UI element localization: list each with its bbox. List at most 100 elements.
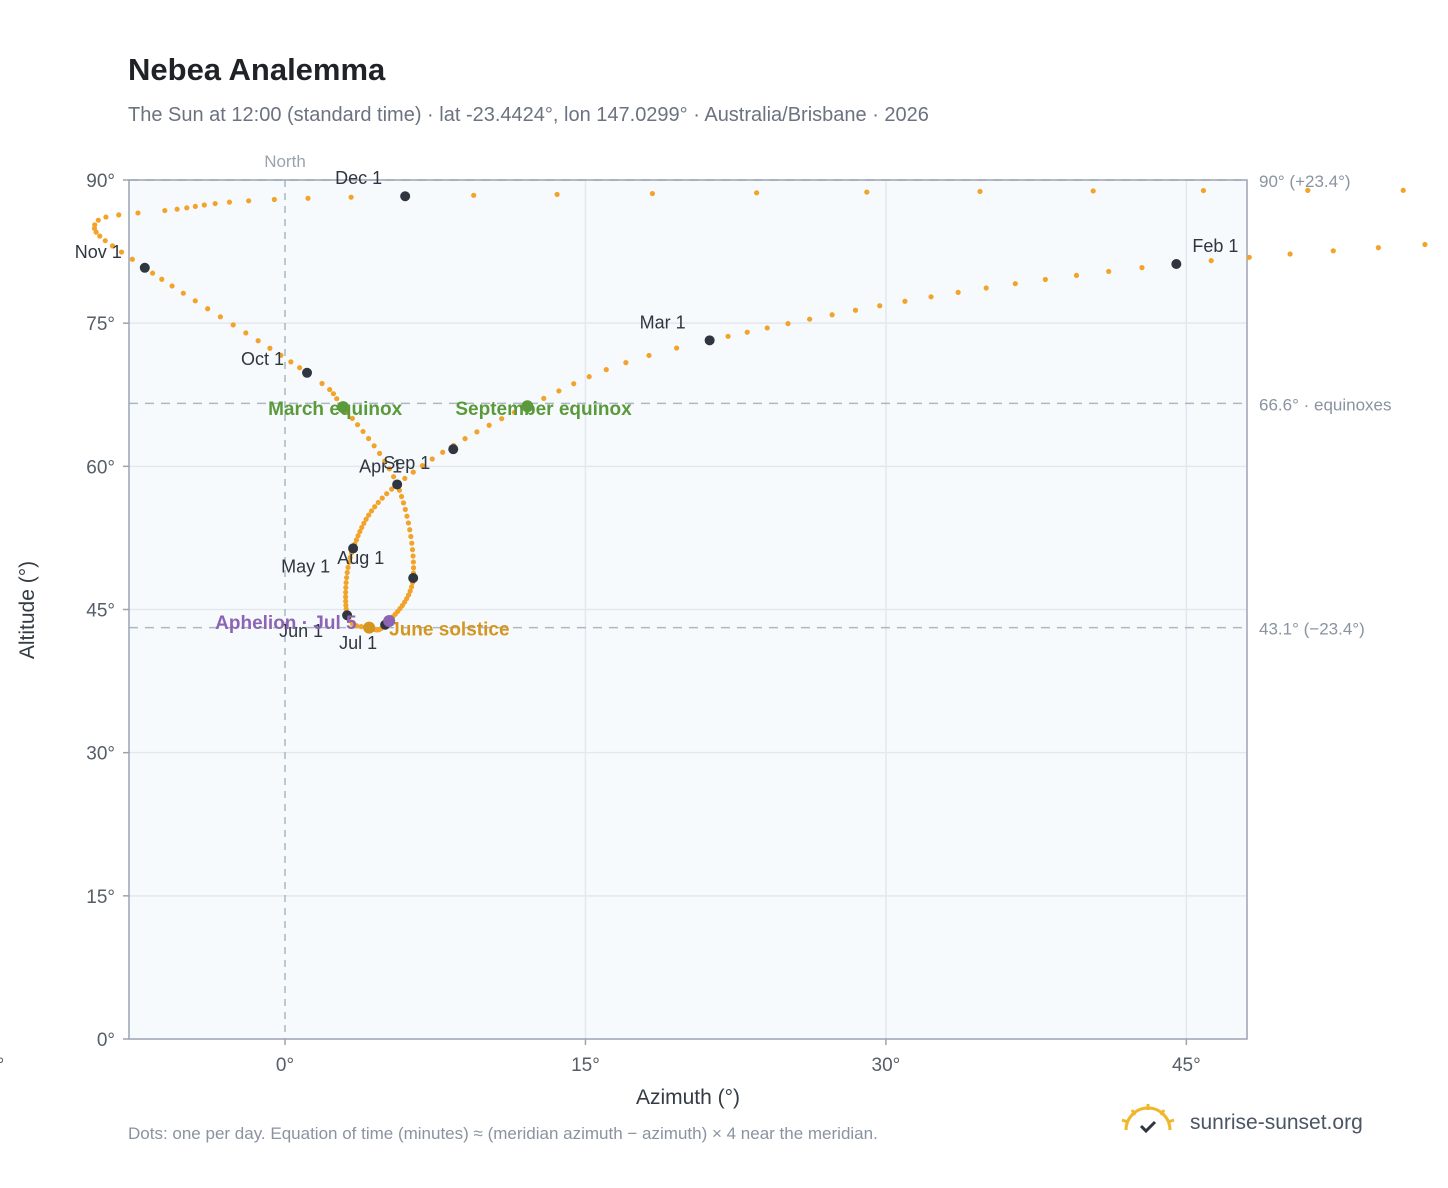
day-dot bbox=[371, 443, 377, 449]
day-dot bbox=[363, 516, 369, 522]
day-dot bbox=[95, 217, 101, 223]
day-dot bbox=[400, 500, 407, 506]
brand[interactable]: sunrise-sunset.org bbox=[1120, 1102, 1390, 1146]
event-marker bbox=[337, 401, 350, 414]
day-dot bbox=[330, 391, 337, 397]
month-label: Jul 1 bbox=[339, 633, 377, 653]
month-marker bbox=[139, 262, 150, 273]
day-dot bbox=[344, 569, 350, 576]
day-dot bbox=[118, 249, 125, 255]
chart-title: Nebea Analemma bbox=[128, 52, 386, 87]
month-label: Mar 1 bbox=[640, 312, 686, 332]
day-dot bbox=[977, 188, 983, 195]
sun-logo-icon bbox=[1121, 1104, 1175, 1134]
day-dot bbox=[1246, 254, 1252, 260]
day-dot bbox=[217, 314, 223, 320]
day-dot bbox=[1073, 272, 1080, 279]
day-dot bbox=[1330, 248, 1336, 254]
month-marker bbox=[348, 543, 359, 554]
day-dot bbox=[343, 584, 349, 591]
day-dot bbox=[404, 513, 410, 519]
day-dot bbox=[410, 553, 416, 559]
day-dot bbox=[192, 298, 198, 304]
day-dot bbox=[169, 283, 175, 289]
event-marker bbox=[383, 614, 396, 627]
day-dot bbox=[305, 195, 311, 201]
day-dot bbox=[344, 574, 350, 581]
x-tick-label: 0° bbox=[276, 1055, 294, 1076]
event-label: Aphelion · Jul 5 bbox=[215, 613, 357, 634]
day-dot bbox=[462, 436, 468, 442]
day-dot bbox=[586, 374, 592, 380]
month-label: Oct 1 bbox=[241, 349, 284, 369]
day-dot bbox=[471, 192, 477, 198]
day-dot bbox=[649, 190, 655, 197]
day-dot bbox=[474, 429, 480, 435]
day-dot bbox=[359, 524, 365, 531]
day-dot bbox=[405, 520, 412, 526]
day-dot bbox=[97, 233, 103, 239]
month-marker bbox=[302, 367, 313, 378]
day-dot bbox=[297, 365, 303, 371]
day-dot bbox=[1375, 245, 1381, 251]
brand-name: sunrise-sunset.org bbox=[1190, 1111, 1363, 1134]
chart-subtitle: The Sun at 12:00 (standard time) · lat -… bbox=[128, 104, 929, 126]
month-label: May 1 bbox=[281, 556, 330, 576]
day-dot bbox=[354, 623, 360, 629]
y-tick-label: 15° bbox=[86, 887, 115, 908]
day-dot bbox=[353, 537, 360, 543]
day-dot bbox=[402, 475, 408, 482]
day-dot bbox=[398, 493, 405, 500]
day-dot bbox=[102, 238, 108, 244]
day-dot bbox=[623, 360, 629, 366]
day-dot bbox=[267, 345, 273, 351]
day-dot bbox=[354, 422, 361, 428]
day-dot bbox=[1012, 281, 1018, 287]
day-dot bbox=[384, 491, 390, 497]
month-marker bbox=[400, 191, 411, 202]
day-dot bbox=[278, 352, 284, 358]
day-dot bbox=[407, 527, 413, 533]
day-dot bbox=[408, 533, 414, 540]
reference-line-label: 66.6° · equinoxes bbox=[1259, 395, 1392, 414]
month-marker bbox=[342, 610, 353, 621]
day-dot bbox=[1042, 276, 1048, 283]
x-tick-label: 15° bbox=[571, 1055, 600, 1076]
day-dot bbox=[346, 559, 352, 566]
day-dot bbox=[349, 621, 356, 627]
day-dot bbox=[343, 602, 349, 608]
day-dot bbox=[109, 243, 116, 249]
day-dot bbox=[368, 508, 375, 514]
day-dot bbox=[366, 512, 372, 518]
month-label: Aug 1 bbox=[337, 548, 384, 568]
day-dot bbox=[764, 325, 770, 331]
day-dot bbox=[192, 203, 198, 210]
day-dot bbox=[419, 463, 426, 469]
y-axis-label: Altitude (°) bbox=[16, 561, 39, 659]
day-dot bbox=[391, 474, 397, 480]
day-dot bbox=[226, 199, 233, 205]
day-dot bbox=[201, 202, 207, 208]
day-dot bbox=[230, 322, 236, 328]
day-dot bbox=[327, 386, 333, 393]
day-dot bbox=[159, 276, 165, 282]
day-dot bbox=[92, 222, 98, 228]
day-dot bbox=[135, 210, 141, 216]
month-marker bbox=[408, 573, 419, 584]
month-marker bbox=[448, 444, 459, 455]
y-tick-label: 60° bbox=[86, 457, 115, 478]
day-dot bbox=[852, 307, 859, 313]
day-dot bbox=[410, 559, 417, 565]
day-dot bbox=[405, 592, 412, 598]
day-dot bbox=[379, 495, 385, 501]
day-dot bbox=[754, 190, 760, 196]
day-dot bbox=[864, 189, 870, 195]
day-dot bbox=[571, 381, 577, 387]
day-dot bbox=[116, 212, 122, 218]
month-label: Jun 1 bbox=[279, 621, 323, 641]
day-dot bbox=[1106, 268, 1112, 275]
x-tick-label: 45° bbox=[1172, 1055, 1201, 1076]
day-dot bbox=[205, 306, 211, 312]
day-dot bbox=[347, 554, 353, 561]
day-dot bbox=[807, 316, 813, 322]
